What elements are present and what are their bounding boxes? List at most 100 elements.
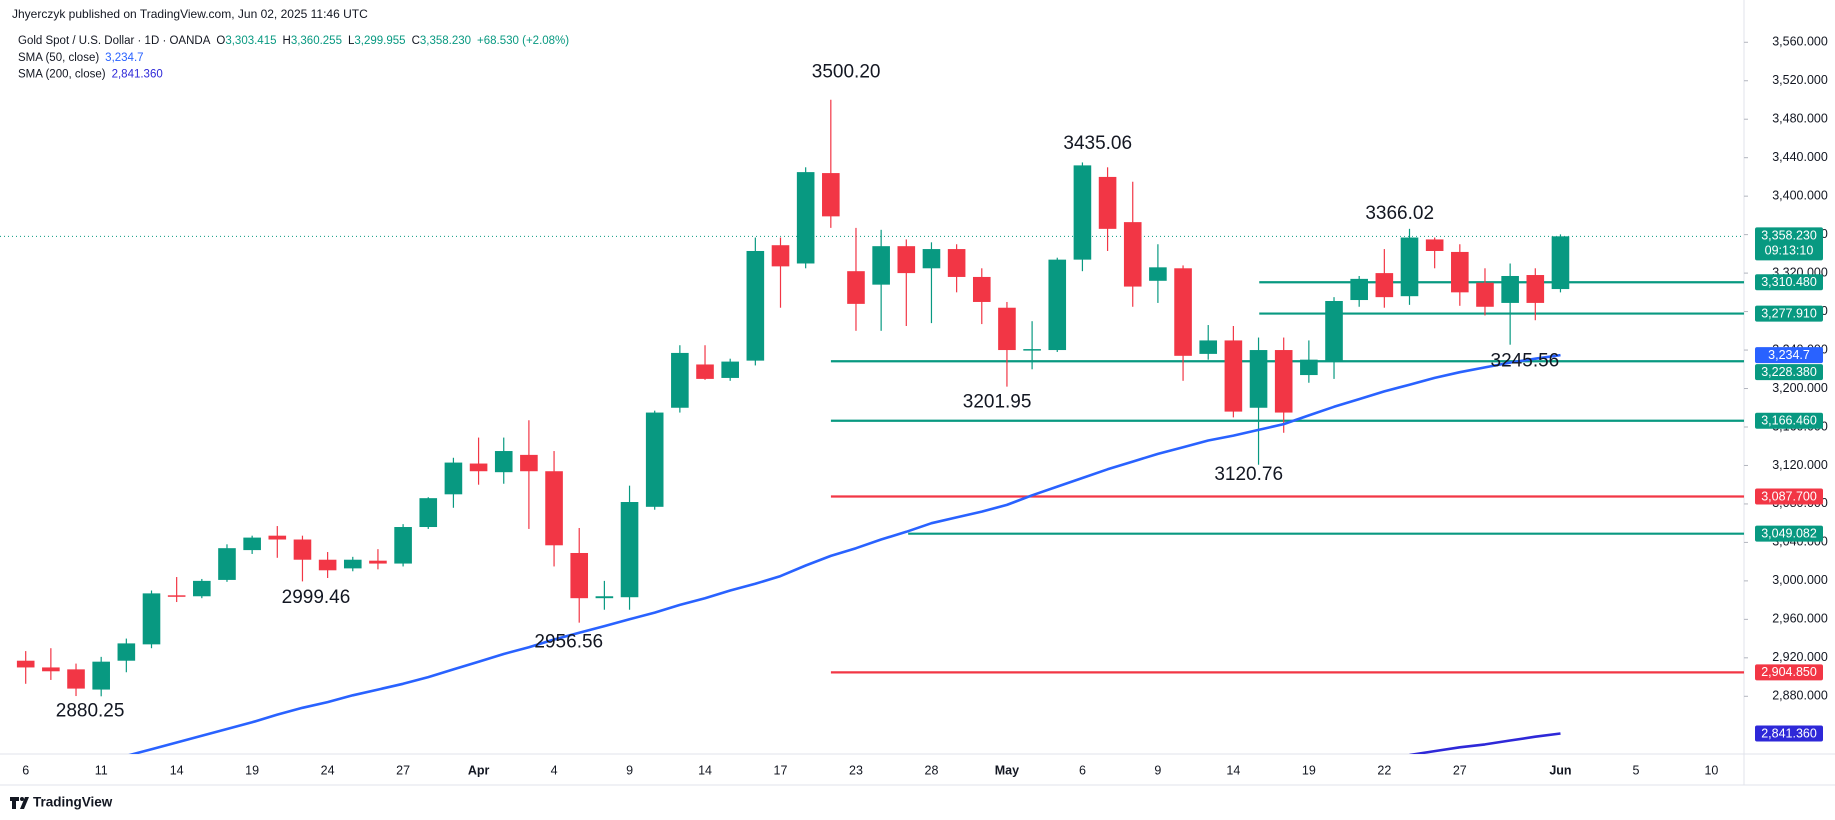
x-tick-label: Jun (1549, 763, 1571, 777)
candle-body (1224, 340, 1243, 412)
level-badge (1755, 412, 1823, 429)
candle-body (771, 245, 790, 267)
candle-body (494, 451, 513, 473)
last-price-badge (1755, 227, 1823, 261)
sma-badge-label: 2,841.360 (1761, 726, 1817, 740)
level-badge (1755, 274, 1823, 291)
candle-body (1350, 278, 1368, 301)
x-tick-label: 27 (396, 763, 410, 777)
candle-body (394, 527, 412, 564)
legend-entry: SMA (200, close) 2,841.360 (18, 69, 163, 81)
candle-body (117, 643, 136, 661)
candle-body (671, 352, 689, 408)
level-badge (1755, 488, 1823, 505)
candle-body (293, 539, 312, 560)
candle-body (696, 364, 714, 379)
level-badge (1755, 364, 1823, 381)
candle-body (1098, 176, 1117, 229)
candle-body (972, 276, 991, 302)
candle-body (897, 246, 916, 274)
price-annotation: 3245.56 (1491, 351, 1560, 372)
candle-body (1526, 275, 1545, 303)
level-badge (1755, 525, 1823, 542)
x-tick-label: 6 (1079, 763, 1086, 777)
logo (10, 797, 29, 809)
candle-body (243, 537, 261, 551)
candle-body (1073, 165, 1092, 260)
candle-body (645, 412, 664, 507)
sma-line (128, 353, 1561, 754)
sma-badge (1755, 347, 1823, 364)
x-tick-label: 14 (170, 763, 184, 777)
ohlc-value: 3,299.955 (354, 35, 405, 47)
legend-value: 2,841.360 (112, 69, 163, 81)
ohlc-key: H (283, 35, 291, 47)
candle-body (796, 172, 815, 264)
last-price-label: 3,358.230 (1761, 229, 1817, 243)
candle-body (721, 361, 739, 378)
candle-body (1123, 222, 1142, 287)
price-annotation: 3435.06 (1063, 133, 1132, 154)
legend-entry: SMA (50, close) 3,234.7 (18, 52, 144, 64)
x-tick-label: 14 (1226, 763, 1240, 777)
candle-body (1249, 350, 1268, 408)
x-tick-label: 9 (1154, 763, 1161, 777)
sma-badge-label: 3,234.7 (1768, 348, 1810, 362)
candle-body (369, 560, 387, 564)
level-badge-label: 3,228.380 (1761, 365, 1817, 379)
legend-name: SMA (50, close) (18, 52, 99, 64)
candle-body (1501, 275, 1519, 303)
candle-body (1476, 282, 1494, 307)
x-tick-label: 19 (245, 763, 259, 777)
candle-body (847, 271, 865, 304)
y-tick-label: 3,560.000 (1772, 35, 1828, 49)
price-annotation: 3120.76 (1214, 464, 1283, 485)
level-badge-label: 2,904.850 (1761, 665, 1817, 679)
candle-body (268, 535, 287, 540)
candle-body (1149, 267, 1167, 281)
candle-body (1023, 349, 1041, 351)
candle-body (218, 548, 236, 580)
candle-body (520, 454, 538, 472)
x-tick-label: 24 (321, 763, 335, 777)
candle-body (419, 498, 438, 528)
level-badge (1755, 664, 1823, 681)
candle-body (343, 559, 362, 569)
x-tick-label: Apr (468, 763, 490, 777)
ohlc-key: O (216, 35, 225, 47)
candle-body (1451, 251, 1469, 293)
candle-body (545, 471, 563, 546)
y-tick-label: 3,120.000 (1772, 458, 1828, 472)
countdown-label: 09:13:10 (1765, 244, 1814, 258)
candle-body (1300, 359, 1318, 376)
ohlc-value: 3,303.415 (225, 35, 276, 47)
candle-body (318, 559, 337, 571)
candle-body (167, 595, 186, 597)
x-tick-label: 27 (1453, 763, 1467, 777)
legend-title: Gold Spot / U.S. Dollar · 1D · OANDA O3,3… (18, 35, 569, 47)
legend-name: SMA (200, close) (18, 69, 106, 81)
y-tick-label: 3,520.000 (1772, 73, 1828, 87)
candle-body (620, 502, 639, 598)
x-tick-label: 9 (626, 763, 633, 777)
candle-body (998, 307, 1016, 351)
candle-body (922, 249, 941, 269)
candle-body (142, 593, 161, 645)
price-annotation: 3366.02 (1365, 203, 1434, 224)
ohlc-value: 3,360.255 (291, 35, 342, 47)
published-note: Jhyerczyk published on TradingView.com, … (12, 7, 368, 21)
candle-body (1325, 300, 1343, 362)
level-badge-label: 3,049.082 (1761, 526, 1817, 540)
candle-body (1551, 236, 1570, 290)
brand: TradingView (33, 795, 113, 810)
x-tick-label: 11 (95, 763, 108, 777)
price-annotation: 2880.25 (56, 701, 125, 722)
y-tick-label: 2,920.000 (1772, 650, 1828, 664)
x-tick-label: 14 (698, 763, 712, 777)
candle-body (1199, 340, 1218, 354)
x-tick-label: 17 (774, 763, 788, 777)
candle-body (1400, 237, 1419, 297)
x-tick-label: 6 (22, 763, 29, 777)
legend-value: 3,234.7 (105, 52, 143, 64)
